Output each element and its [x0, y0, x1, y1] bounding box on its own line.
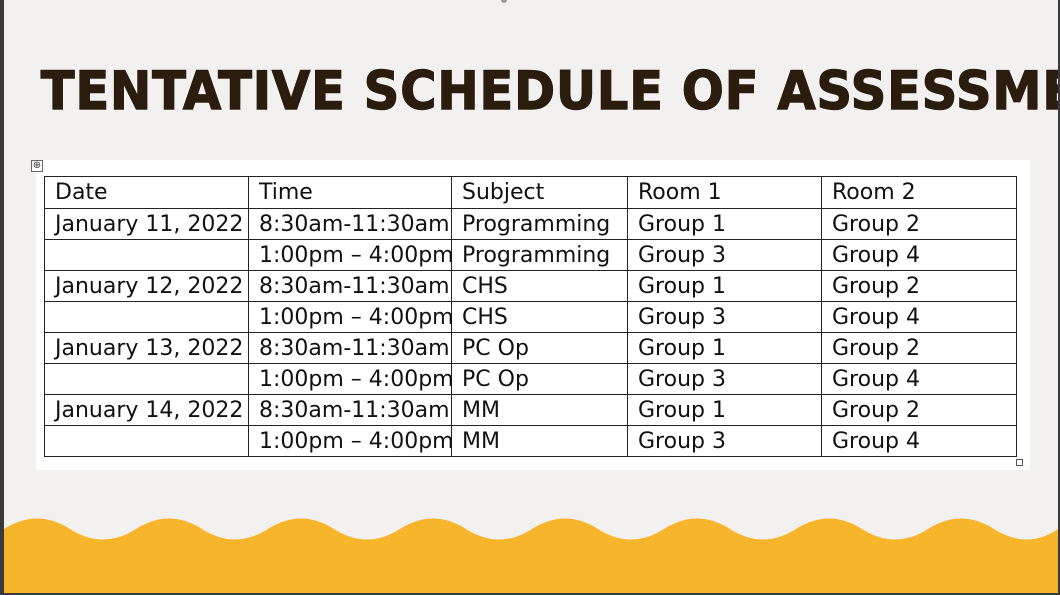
header-time[interactable]: Time — [248, 176, 452, 209]
cell-date[interactable] — [44, 363, 249, 395]
table-row: January 13, 2022 8:30am-11:30am PC Op Gr… — [44, 332, 1017, 364]
cell-room2[interactable]: Group 2 — [821, 208, 1017, 240]
cell-date[interactable]: January 11, 2022 — [44, 208, 249, 240]
cell-subject[interactable]: PC Op — [451, 363, 628, 395]
slide-top-marker — [501, 0, 507, 3]
cell-room2[interactable]: Group 4 — [821, 363, 1017, 395]
wave-shape — [4, 518, 1058, 593]
table-row: January 12, 2022 8:30am-11:30am CHS Grou… — [44, 270, 1017, 302]
table-row: 1:00pm – 4:00pm PC Op Group 3 Group 4 — [44, 363, 1017, 395]
table-resize-handle[interactable] — [1016, 459, 1023, 466]
cell-time[interactable]: 8:30am-11:30am — [248, 208, 452, 240]
cell-time[interactable]: 8:30am-11:30am — [248, 270, 452, 302]
cell-subject[interactable]: PC Op — [451, 332, 628, 364]
table-row: 1:00pm – 4:00pm MM Group 3 Group 4 — [44, 425, 1017, 457]
cell-room2[interactable]: Group 4 — [821, 425, 1017, 457]
cell-time[interactable]: 1:00pm – 4:00pm — [248, 425, 454, 457]
cell-room1[interactable]: Group 1 — [627, 270, 822, 302]
schedule-table: Date Time Subject Room 1 Room 2 January … — [44, 176, 1017, 457]
slide-title: TENTATIVE SCHEDULE OF ASSESSMENT: — [40, 60, 1058, 123]
cell-time[interactable]: 1:00pm – 4:00pm — [248, 363, 454, 395]
cell-room1[interactable]: Group 3 — [627, 363, 822, 395]
header-room1[interactable]: Room 1 — [627, 176, 822, 209]
header-date[interactable]: Date — [44, 176, 249, 209]
cell-room2[interactable]: Group 2 — [821, 270, 1017, 302]
header-room2[interactable]: Room 2 — [821, 176, 1017, 209]
cell-room2[interactable]: Group 2 — [821, 394, 1017, 426]
cell-subject[interactable]: CHS — [451, 270, 628, 302]
cell-room2[interactable]: Group 4 — [821, 301, 1017, 333]
cell-room1[interactable]: Group 3 — [627, 239, 822, 271]
cell-subject[interactable]: Programming — [451, 208, 628, 240]
cell-time[interactable]: 1:00pm – 4:00pm — [248, 239, 454, 271]
cell-subject[interactable]: Programming — [451, 239, 628, 271]
table-row: 1:00pm – 4:00pm CHS Group 3 Group 4 — [44, 301, 1017, 333]
cell-date[interactable]: January 13, 2022 — [44, 332, 249, 364]
cell-room2[interactable]: Group 4 — [821, 239, 1017, 271]
table-move-icon[interactable]: ⊕ — [31, 160, 43, 172]
cell-subject[interactable]: MM — [451, 425, 628, 457]
cell-date[interactable] — [44, 425, 249, 457]
cell-time[interactable]: 8:30am-11:30am — [248, 332, 452, 364]
cell-room1[interactable]: Group 3 — [627, 425, 822, 457]
cell-date[interactable] — [44, 301, 249, 333]
cell-date[interactable]: January 12, 2022 — [44, 270, 249, 302]
wave-decoration — [4, 518, 1058, 593]
cell-room1[interactable]: Group 1 — [627, 394, 822, 426]
cell-room1[interactable]: Group 3 — [627, 301, 822, 333]
cell-room2[interactable]: Group 2 — [821, 332, 1017, 364]
table-row: 1:00pm – 4:00pm Programming Group 3 Grou… — [44, 239, 1017, 271]
cell-time[interactable]: 8:30am-11:30am — [248, 394, 452, 426]
table-header-row: Date Time Subject Room 1 Room 2 — [44, 176, 1017, 209]
cell-subject[interactable]: CHS — [451, 301, 628, 333]
cell-time[interactable]: 1:00pm – 4:00pm — [248, 301, 454, 333]
header-subject[interactable]: Subject — [451, 176, 628, 209]
cell-room1[interactable]: Group 1 — [627, 332, 822, 364]
cell-date[interactable] — [44, 239, 249, 271]
table-row: January 11, 2022 8:30am-11:30am Programm… — [44, 208, 1017, 240]
cell-subject[interactable]: MM — [451, 394, 628, 426]
cell-room1[interactable]: Group 1 — [627, 208, 822, 240]
table-row: January 14, 2022 8:30am-11:30am MM Group… — [44, 394, 1017, 426]
cell-date[interactable]: January 14, 2022 — [44, 394, 249, 426]
